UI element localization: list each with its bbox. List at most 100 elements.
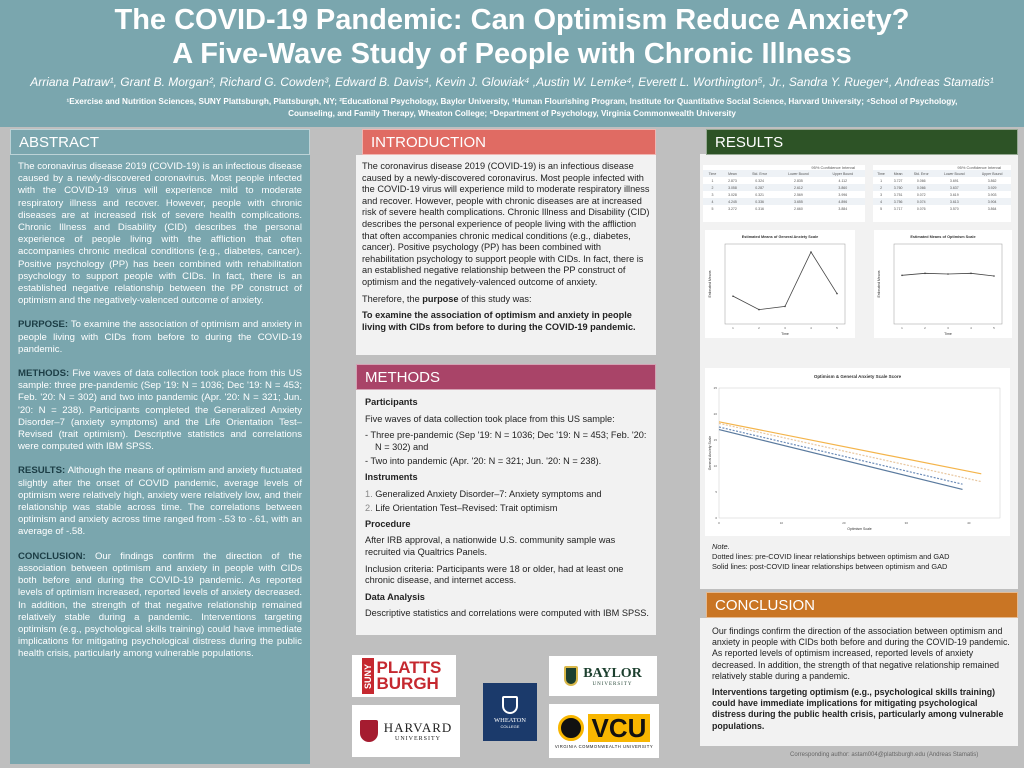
table-cell: 3 xyxy=(711,192,714,197)
introduction-heading: INTRODUCTION xyxy=(362,129,656,155)
introduction-panel xyxy=(356,155,656,355)
methods-heading: METHODS xyxy=(356,364,656,390)
table-cell: 3.760 xyxy=(889,184,908,191)
vcu-sub: VIRGINIA COMMONWEALTH UNIVERSITY xyxy=(554,743,654,749)
table-row: 5 3.272 0.316 2.660 3.884 xyxy=(703,205,865,212)
data-point xyxy=(993,275,995,277)
poster-title-line1: The COVID-19 Pandemic: Can Optimism Redu… xyxy=(114,4,910,36)
table-cell: 3.717 xyxy=(893,206,903,211)
table-cell: 0.066 xyxy=(907,184,936,191)
baylor-sub: UNIVERSITY xyxy=(592,681,633,687)
corresponding-author: Corresponding author: astam004@plattsbur… xyxy=(790,752,979,758)
table-header-cell: Lower Bound xyxy=(935,170,974,177)
table-cell: 4 xyxy=(873,198,890,205)
data-point xyxy=(758,308,760,311)
table-cell: 1 xyxy=(711,178,714,183)
introduction-text: The coronavirus disease 2019 (COVID-19) … xyxy=(362,161,650,287)
harvard-label: HARVARD xyxy=(383,720,453,735)
wheaton-sub: COLLEGE xyxy=(500,723,520,729)
abstract-heading: ABSTRACT xyxy=(10,129,310,155)
y-tick-label: 10 xyxy=(714,464,718,468)
x-tick-label: 2 xyxy=(924,326,926,330)
wheaton-logo: WHEATON COLLEGE xyxy=(483,683,537,741)
table-cell: 2 xyxy=(873,184,890,191)
chart-title: Optimism & General Anxiety Scale Score xyxy=(814,374,902,379)
harvard-sub: UNIVERSITY xyxy=(394,736,441,742)
table-cell: 1 xyxy=(880,178,883,183)
y-tick-label: 15 xyxy=(714,438,718,442)
plot-frame xyxy=(893,243,1003,325)
x-tick-label: 1 xyxy=(732,326,734,330)
anxiety-chart: Estimated Means of General Anxiety Scale… xyxy=(705,230,855,338)
poster-title-line2: A Five-Wave Study of People with Chronic… xyxy=(172,38,852,70)
wave1-text: Three pre-pandemic (Sep '19: N = 1036; D… xyxy=(370,430,647,452)
table-header-cell: Upper Bound xyxy=(820,170,865,177)
abstract-purpose-label: PURPOSE: xyxy=(18,319,69,331)
plattsburgh-label: PLATTS BURGH xyxy=(376,658,442,693)
y-axis-label: Estimated Means xyxy=(877,270,881,297)
wave2-text: Two into pandemic (Apr. '20: N = 321; Ju… xyxy=(370,456,602,467)
table-row: 4 3.756 0.074 3.613 3.904 xyxy=(873,198,1011,205)
x-tick-label: 20 xyxy=(842,521,846,525)
table-cell: 2.569 xyxy=(794,192,803,197)
x-tick-label: 10 xyxy=(780,521,784,525)
note-dotted: Dotted lines: pre-COVID linear relations… xyxy=(712,552,950,561)
table-cell: 3.570 xyxy=(949,206,959,211)
table-cell: 3.903 xyxy=(987,192,997,197)
abstract-results: Although the means of optimism and anxie… xyxy=(18,465,302,538)
abstract-conclusion-label: CONCLUSION: xyxy=(18,550,86,562)
optimism-chart: Estimated Means of Optimism Scale Time Est… xyxy=(874,230,1012,338)
instrument-item: 1. Generalized Anxiety Disorder–7: Anxie… xyxy=(365,488,602,499)
results-heading: RESULTS xyxy=(706,129,1018,155)
analysis-heading: Data Analysis xyxy=(365,591,425,602)
table-cell: 3.272 xyxy=(728,206,737,211)
series-line xyxy=(732,251,838,311)
table-row: 3 3.028 0.321 2.569 3.996 xyxy=(703,191,865,198)
table-cell: 0.321 xyxy=(755,192,764,197)
table-cell: 0.076 xyxy=(916,206,926,211)
series-line xyxy=(718,422,982,483)
x-tick-label: 1 xyxy=(901,326,903,330)
data-point xyxy=(784,305,786,308)
x-tick-label: 4 xyxy=(810,326,812,330)
ci-label-1: 95% Confidence Interval xyxy=(811,165,855,170)
table-cell: 0.287 xyxy=(742,184,777,191)
table-cell: 3.655 xyxy=(776,198,821,205)
x-tick-label: 30 xyxy=(905,521,909,525)
table-cell: 3.028 xyxy=(728,192,737,197)
results-note: Note. Dotted lines: pre-COVID linear rel… xyxy=(712,542,1012,572)
table-cell: 3.884 xyxy=(838,206,848,211)
table-header-cell: Std. Error xyxy=(742,170,777,177)
table-cell: 3.996 xyxy=(838,192,848,197)
data-point xyxy=(970,272,972,275)
optimism-means-table: 95% Confidence Interval Time Mean Std. Err… xyxy=(873,165,1011,222)
y-tick-label: 25 xyxy=(714,386,718,390)
table-cell: 4.245 xyxy=(721,198,743,205)
table-row: 4 4.245 0.336 3.655 4.896 xyxy=(703,198,865,205)
plot-frame xyxy=(724,243,846,325)
chart-title: Estimated Means of Optimism Scale xyxy=(910,235,975,239)
data-point xyxy=(836,292,838,295)
series-line xyxy=(718,429,963,490)
x-tick-label: 2 xyxy=(758,326,760,330)
table-cell: 3.751 xyxy=(893,192,903,197)
table-cell: 3.862 xyxy=(987,178,997,183)
note-solid: Solid lines: post-COVID linear relations… xyxy=(712,562,948,571)
y-axis-label: Estimated Means xyxy=(708,270,712,297)
wave-item: - Two into pandemic (Apr. '20: N = 321; … xyxy=(365,456,602,467)
table-row: 1 3.727 0.066 3.691 3.862 xyxy=(873,177,1011,184)
methods-body: Participants Five waves of data collecti… xyxy=(365,397,650,625)
participants-heading: Participants xyxy=(365,397,418,407)
table-header-cell: Time xyxy=(703,170,722,177)
vcu-label: VCU xyxy=(587,713,651,742)
table-row: 2 3.058 0.287 2.612 3.860 xyxy=(703,184,865,191)
table-cell: 3.058 xyxy=(721,184,743,191)
data-point xyxy=(947,273,949,275)
baylor-label: BAYLOR xyxy=(583,665,642,681)
table-cell: 3.904 xyxy=(973,198,1011,205)
table-row: 3 3.751 0.072 3.619 3.903 xyxy=(873,191,1011,198)
inst1-text: Generalized Anxiety Disorder–7: Anxiety … xyxy=(375,488,602,499)
table-cell: 3.637 xyxy=(935,184,974,191)
table-cell: 3 xyxy=(880,192,883,197)
vcu-ram-icon xyxy=(557,714,584,741)
